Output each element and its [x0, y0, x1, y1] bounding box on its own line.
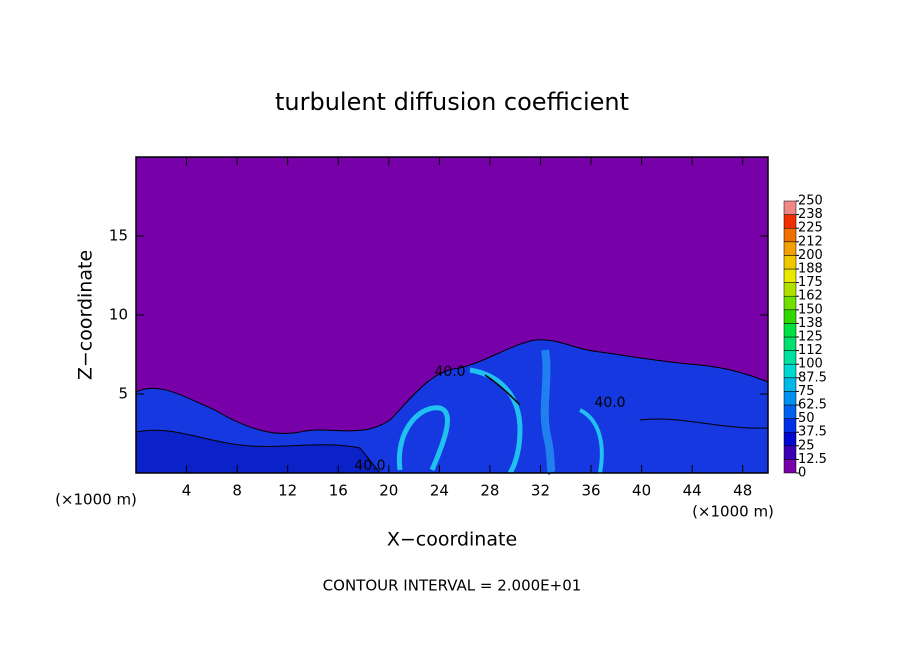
colorbar-label: 12.5	[798, 452, 827, 467]
x-tick-label: 48	[733, 482, 752, 500]
colorbar-label: 37.5	[798, 425, 827, 440]
contour-label: 40.0	[594, 395, 625, 411]
colorbar-cell	[783, 200, 797, 215]
y-tick-label: 15	[109, 227, 128, 245]
colorbar-cell	[783, 282, 797, 297]
colorbar-label: 138	[798, 316, 823, 331]
chart-title: turbulent diffusion coefficient	[275, 88, 629, 116]
field	[135, 157, 769, 476]
colorbar-cell	[783, 227, 797, 243]
colorbar-label: 100	[798, 357, 823, 372]
colorbar-cell	[783, 459, 797, 474]
colorbar-label: 162	[798, 289, 823, 304]
colorbar-label: 112	[798, 343, 823, 358]
x-tick-label: 44	[683, 482, 702, 500]
colorbar-cell	[783, 445, 797, 460]
colorbar-cell	[783, 350, 797, 365]
field-region	[135, 429, 382, 474]
x-tick-label: 32	[531, 482, 550, 500]
field-region	[135, 339, 769, 474]
colorbar-cell	[783, 418, 797, 433]
x-tick-label: 12	[278, 482, 297, 500]
colorbar-cell	[783, 323, 797, 338]
y-unit: (×1000 m)	[692, 503, 774, 521]
x-tick-label: 20	[379, 482, 398, 500]
colorbar-label: 225	[798, 221, 823, 236]
colorbar-label: 125	[798, 330, 823, 345]
colorbar-cell	[783, 268, 797, 283]
colorbar-cell	[783, 363, 797, 379]
colorbar-cell	[783, 295, 797, 311]
field-contour	[639, 418, 769, 429]
field-streak	[396, 405, 450, 471]
colorbar-label: 75	[798, 384, 815, 399]
y-axis-label: Z−coordinate	[75, 250, 97, 380]
field-contour	[484, 374, 521, 406]
x-tick-label: 4	[182, 482, 192, 500]
colorbar-cell	[783, 309, 797, 324]
colorbar-cell	[783, 214, 797, 229]
colorbar-label: 200	[798, 248, 823, 263]
colorbar-label: 188	[798, 262, 823, 277]
colorbar-label: 238	[798, 207, 823, 222]
contour-label: 40.0	[354, 458, 385, 474]
colorbar-cell	[783, 404, 797, 419]
colorbar-cell	[783, 336, 797, 351]
x-tick-label: 16	[329, 482, 348, 500]
field-streak	[540, 349, 556, 476]
colorbar-label: 50	[798, 411, 815, 426]
colorbar-cell	[783, 255, 797, 270]
colorbar-label: 250	[798, 194, 823, 209]
y-tick-label: 10	[109, 306, 128, 324]
field-streak	[578, 408, 604, 474]
colorbar-label: 175	[798, 275, 823, 290]
x-unit: (×1000 m)	[55, 491, 137, 509]
field-streak	[469, 367, 523, 475]
colorbar-cell	[783, 391, 797, 406]
x-tick-label: 40	[632, 482, 651, 500]
colorbar-label: 87.5	[798, 370, 827, 385]
colorbar-label: 0	[798, 466, 806, 481]
colorbar-label: 150	[798, 302, 823, 317]
x-tick-label: 36	[581, 482, 600, 500]
x-axis-label: X−coordinate	[387, 529, 517, 551]
contour-label: 40.0	[434, 364, 465, 380]
x-tick-label: 24	[430, 482, 449, 500]
colorbar-cell	[783, 241, 797, 256]
x-tick-label: 28	[480, 482, 499, 500]
colorbar-label: 25	[798, 438, 815, 453]
y-tick-label: 5	[118, 385, 128, 403]
colorbar-cell	[783, 377, 797, 392]
colorbar-label: 62.5	[798, 398, 827, 413]
x-tick-label: 8	[232, 482, 242, 500]
footnote: CONTOUR INTERVAL = 2.000E+01	[323, 577, 582, 595]
colorbar-cell	[783, 431, 797, 447]
colorbar-label: 212	[798, 234, 823, 249]
